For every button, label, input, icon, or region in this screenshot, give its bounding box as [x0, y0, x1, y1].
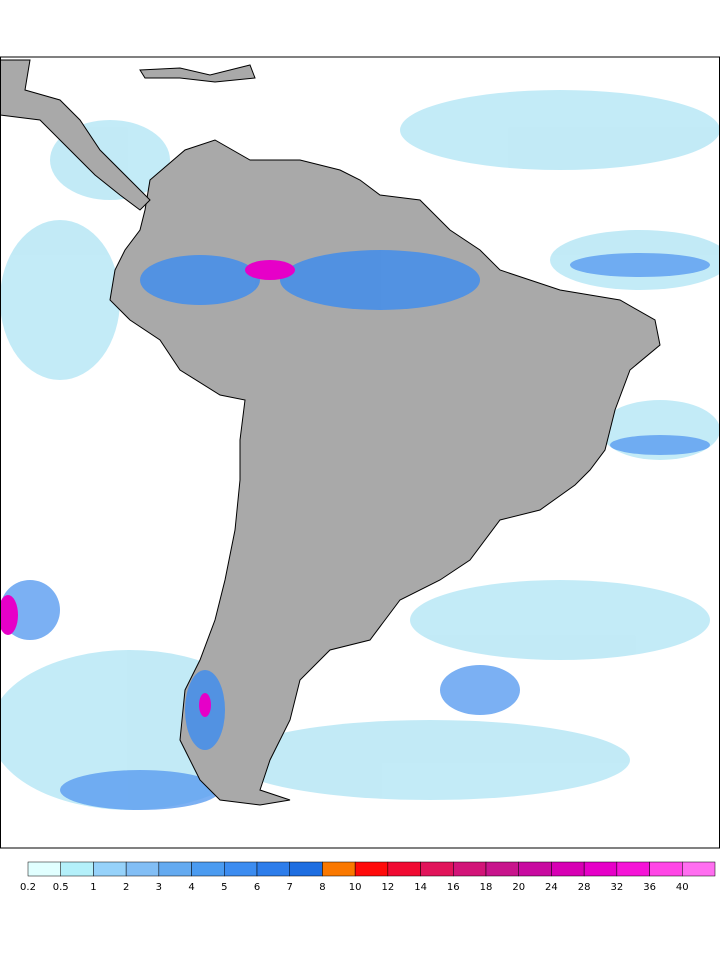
colorbar-box [256, 861, 290, 877]
colorbar-box [387, 861, 421, 877]
colorbar-label: 40 [676, 882, 689, 893]
colorbar-box [682, 861, 716, 877]
colorbar-box [125, 861, 160, 877]
colorbar-label: 12 [381, 882, 394, 893]
colorbar-box [60, 861, 94, 877]
colorbar-box [583, 861, 618, 877]
colorbar-label: 20 [512, 882, 525, 893]
colorbar-label: 1 [90, 882, 96, 893]
colorbar-label: 0.2 [20, 882, 36, 893]
precip-light [0, 90, 720, 810]
colorbar-box [27, 861, 61, 877]
colorbar-label: 6 [254, 882, 260, 893]
colorbar-box [224, 861, 258, 877]
precip-moderate [0, 253, 710, 810]
colorbar-label: 5 [221, 882, 227, 893]
colorbar: 0.2 0.5 1 2 3 4 5 6 7 8 10 12 14 16 18 20 24 28 32 36 40 [20, 861, 716, 893]
colorbar-label: 28 [578, 882, 591, 893]
colorbar-box [354, 861, 389, 877]
colorbar-label: 2 [123, 882, 129, 893]
colorbar-label: 3 [156, 882, 162, 893]
colorbar-box [649, 861, 683, 877]
colorbar-label: 24 [545, 882, 558, 893]
central-america [0, 59, 151, 211]
colorbar-label: 0.5 [53, 882, 69, 893]
colorbar-box [518, 861, 552, 877]
colorbar-label: 4 [188, 882, 194, 893]
colorbar-box [191, 861, 225, 877]
map [0, 56, 720, 849]
colorbar-label: 10 [349, 882, 362, 893]
colorbar-box [158, 861, 192, 877]
colorbar-label: 8 [319, 882, 325, 893]
colorbar-label: 18 [480, 882, 493, 893]
colorbar-box [322, 861, 356, 877]
colorbar-label: 36 [643, 882, 656, 893]
caribbean-islands [139, 64, 256, 83]
colorbar-box [551, 861, 585, 877]
colorbar-box [616, 861, 650, 877]
colorbar-label: 32 [610, 882, 623, 893]
colorbar-box [420, 861, 454, 877]
colorbar-label: 7 [287, 882, 293, 893]
colorbar-label: 14 [414, 882, 427, 893]
colorbar-box [289, 861, 323, 877]
colorbar-label: 16 [447, 882, 460, 893]
south-america [109, 139, 661, 806]
precip-heavy [0, 260, 295, 717]
colorbar-box [485, 861, 519, 877]
colorbar-box [453, 861, 487, 877]
colorbar-box [93, 861, 127, 877]
